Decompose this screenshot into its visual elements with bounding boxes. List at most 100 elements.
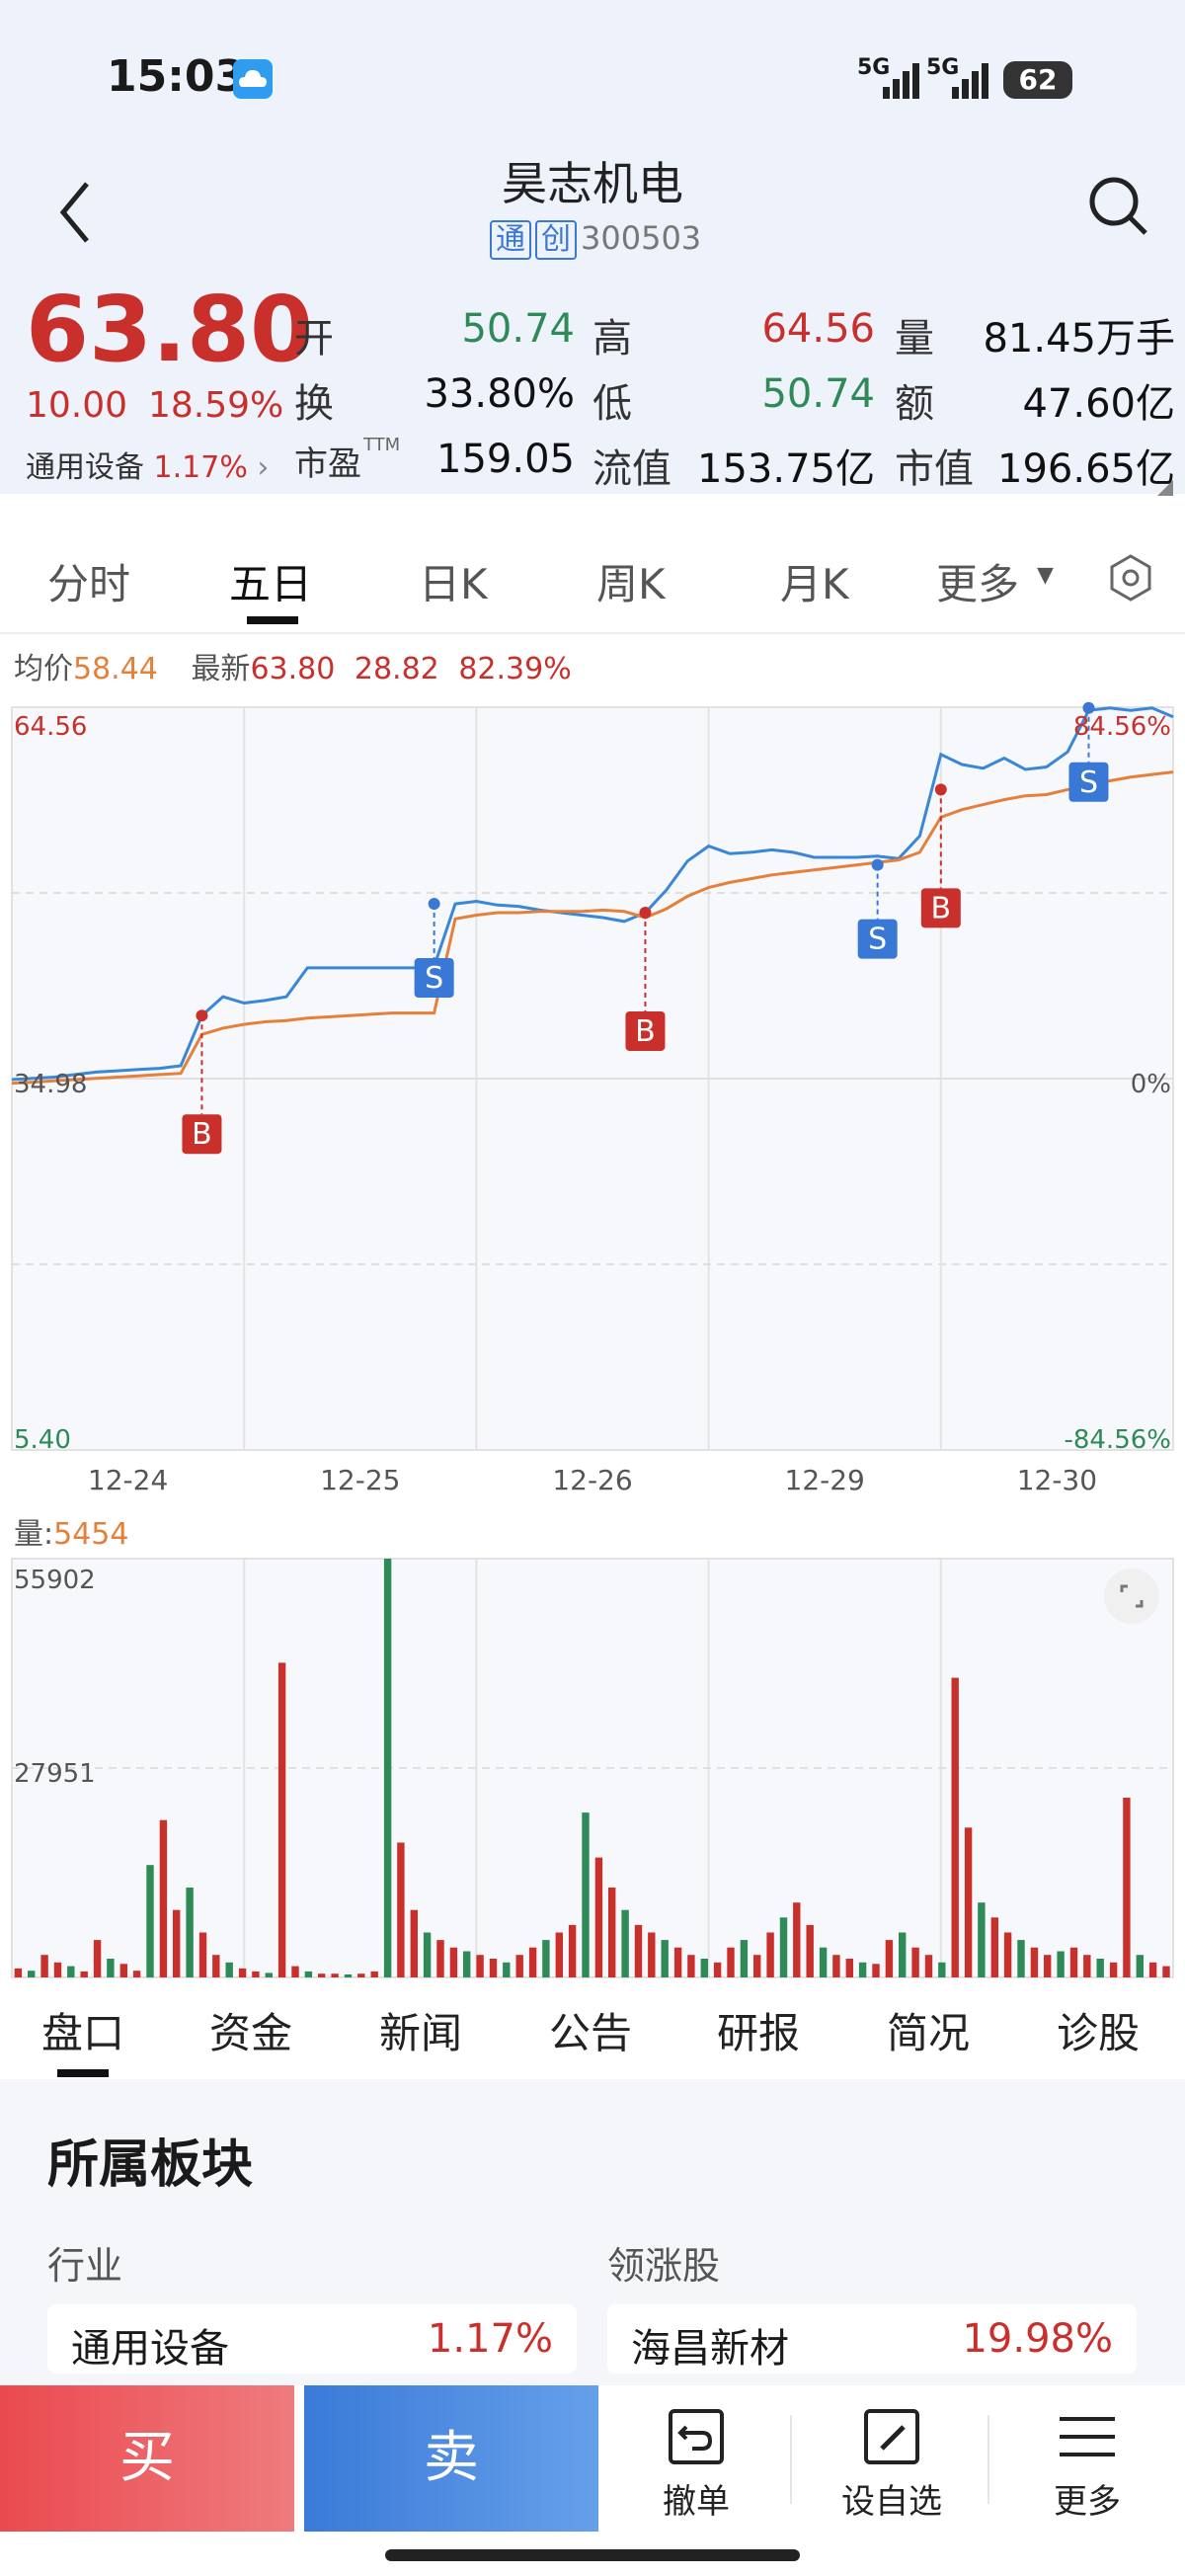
trade-marker-label: S bbox=[868, 923, 887, 957]
volume-bar bbox=[542, 1940, 550, 1977]
volume-bar bbox=[700, 1959, 708, 1977]
chart-tab-3[interactable]: 周K bbox=[596, 560, 666, 608]
volume-bar bbox=[899, 1932, 907, 1977]
avg-price-line bbox=[11, 770, 1174, 1086]
chart-tab-0[interactable]: 分时 bbox=[47, 560, 131, 608]
sell-marker[interactable] bbox=[1068, 762, 1109, 802]
industry-card[interactable]: 通用设备 1.17% bbox=[47, 2304, 577, 2374]
network-5g-2: 5G bbox=[926, 55, 960, 80]
sell-button[interactable]: 卖 bbox=[304, 2385, 598, 2532]
chart-tab-5[interactable]: 更多 bbox=[936, 560, 1020, 608]
chart-period-tabs: 分时 五日 日K 周K 月K 更多 ▼ bbox=[0, 523, 1185, 634]
volume-bar bbox=[1096, 1959, 1104, 1977]
info-tab-3[interactable]: 公告 bbox=[549, 2009, 633, 2057]
quote-label: 换 bbox=[294, 381, 334, 427]
latest-label: 最新 bbox=[191, 652, 251, 686]
volume-bar bbox=[383, 1559, 392, 1977]
more-label: 更多 bbox=[1054, 2482, 1121, 2522]
info-tab-4[interactable]: 研报 bbox=[717, 2009, 801, 2057]
volume-bar bbox=[186, 1888, 194, 1977]
quote-label: 额 bbox=[895, 381, 934, 427]
volume-value: 5454 bbox=[53, 1517, 129, 1552]
info-tab-0[interactable]: 盘口 bbox=[41, 2009, 125, 2057]
cancel-order-label: 撤单 bbox=[663, 2482, 730, 2522]
volume-bar bbox=[978, 1902, 986, 1977]
buy-marker[interactable] bbox=[625, 1010, 666, 1051]
volume-bar bbox=[608, 1888, 616, 1977]
volume-bar bbox=[1123, 1798, 1131, 1977]
sell-marker[interactable] bbox=[857, 919, 898, 959]
industry-name: 通用设备 bbox=[71, 2326, 229, 2372]
volume-bar bbox=[753, 1955, 761, 1977]
buy-marker[interactable] bbox=[920, 888, 961, 928]
volume-bar bbox=[515, 1955, 523, 1977]
volume-bar bbox=[344, 1974, 353, 1977]
info-tab-1[interactable]: 资金 bbox=[209, 2009, 293, 2057]
volume-bar bbox=[146, 1865, 154, 1977]
x-label: 12-25 bbox=[320, 1464, 400, 1496]
chart-tab-1[interactable]: 五日 bbox=[229, 560, 313, 608]
search-icon[interactable] bbox=[1086, 174, 1151, 243]
more-button[interactable]: 更多 bbox=[1013, 2405, 1161, 2523]
x-label: 12-30 bbox=[1017, 1464, 1097, 1496]
volume-bar bbox=[304, 1971, 313, 1977]
leader-card[interactable]: 海昌新材 19.98% bbox=[607, 2304, 1137, 2374]
volume-bar bbox=[1109, 1962, 1118, 1977]
y-label-right: -84.56% bbox=[1064, 1425, 1171, 1455]
volume-bar bbox=[173, 1909, 181, 1977]
info-tab-6[interactable]: 诊股 bbox=[1057, 2009, 1141, 2057]
ttm-wrap: TTM bbox=[363, 435, 400, 460]
info-tab-2[interactable]: 新闻 bbox=[379, 2009, 463, 2057]
volume-bar bbox=[582, 1812, 590, 1977]
volume-bar bbox=[528, 1947, 537, 1977]
quote-label: 低 bbox=[592, 381, 632, 427]
volume-bar bbox=[766, 1932, 774, 1977]
back-button[interactable] bbox=[55, 178, 95, 251]
volume-bar bbox=[370, 1971, 378, 1977]
info-tab-5[interactable]: 简况 bbox=[887, 2009, 971, 2057]
latest-value: 63.80 bbox=[250, 652, 336, 686]
leader-label: 领涨股 bbox=[607, 2244, 721, 2288]
volume-bar bbox=[1017, 1940, 1025, 1977]
trade-marker-label: S bbox=[425, 961, 443, 996]
volume-bar bbox=[594, 1857, 603, 1977]
sector-name: 通用设备 bbox=[26, 450, 144, 485]
volume-bar bbox=[872, 1964, 880, 1977]
expand-icon[interactable] bbox=[1104, 1569, 1159, 1624]
stock-header: 昊志机电 通创 300503 bbox=[0, 148, 1185, 277]
chart-tab-4[interactable]: 月K bbox=[780, 560, 849, 608]
price-change-pct: 18.59% bbox=[148, 385, 284, 426]
chart-settings-icon[interactable] bbox=[1106, 553, 1155, 606]
chart-tab-2[interactable]: 日K bbox=[419, 560, 488, 608]
volume-bar bbox=[1044, 1955, 1052, 1977]
sell-marker[interactable] bbox=[414, 958, 454, 999]
volume-bar bbox=[40, 1955, 48, 1977]
buy-button[interactable]: 买 bbox=[0, 2385, 294, 2532]
buy-marker[interactable] bbox=[182, 1114, 222, 1155]
expand-corner-icon[interactable] bbox=[1157, 480, 1173, 496]
volume-bar bbox=[687, 1955, 695, 1977]
x-label: 12-24 bbox=[88, 1464, 168, 1496]
add-watchlist-button[interactable]: 设自选 bbox=[818, 2405, 966, 2523]
quote-value: 153.75亿 bbox=[697, 446, 875, 492]
industry-label: 行业 bbox=[47, 2244, 123, 2288]
cloud-icon bbox=[233, 59, 273, 99]
volume-bar bbox=[819, 1947, 828, 1977]
volume-bar bbox=[793, 1902, 801, 1977]
volume-bar bbox=[1030, 1947, 1039, 1977]
volume-bar bbox=[277, 1662, 286, 1977]
volume-bar bbox=[555, 1932, 563, 1977]
volume-bar bbox=[225, 1962, 233, 1977]
sector-link[interactable]: 通用设备 1.17% › bbox=[26, 443, 269, 486]
volume-bar bbox=[198, 1932, 207, 1977]
ttm-superscript: TTM bbox=[363, 435, 401, 455]
volume-bar bbox=[951, 1677, 959, 1977]
current-price: 63.80 bbox=[26, 277, 314, 382]
volume-bar bbox=[727, 1947, 735, 1977]
volume-bar bbox=[53, 1962, 62, 1977]
price-chart[interactable]: B S B S B S 64.56 34.98 5.40 84.56% 0% -84.56% 12-24… bbox=[0, 691, 1185, 1501]
cancel-order-button[interactable]: 撤单 bbox=[622, 2405, 770, 2523]
add-watchlist-label: 设自选 bbox=[841, 2482, 942, 2522]
stock-code-row: 通创 300503 bbox=[490, 219, 806, 260]
volume-chart[interactable]: 55902 27951 bbox=[0, 1551, 1185, 1980]
